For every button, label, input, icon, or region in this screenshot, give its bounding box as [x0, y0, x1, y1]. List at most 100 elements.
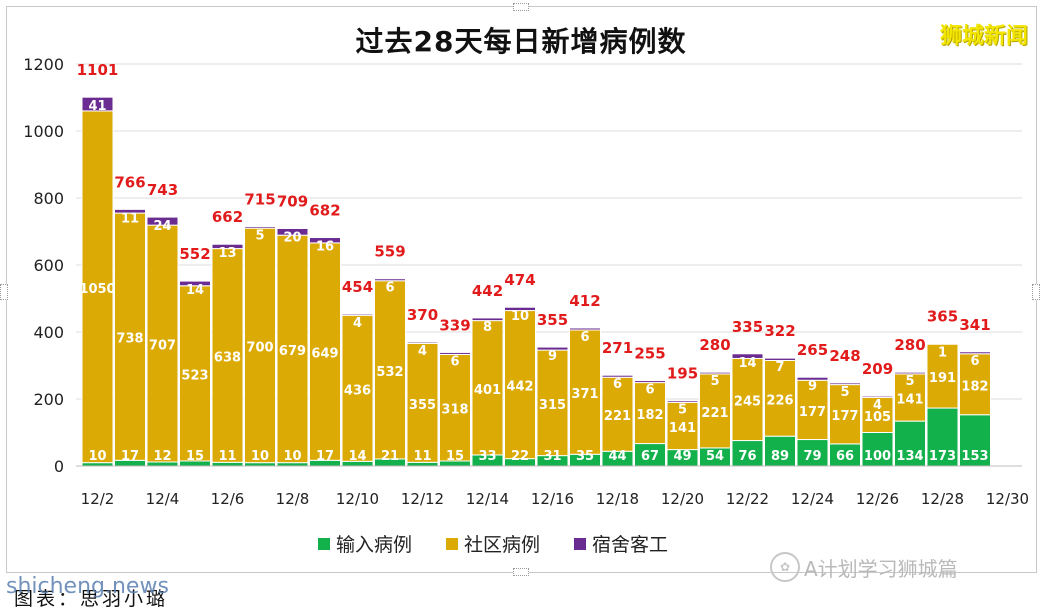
data-label-community: 177 — [831, 409, 858, 424]
data-label-total: 248 — [829, 347, 860, 365]
data-label-dormitory: 9 — [808, 379, 817, 394]
data-label-dormitory: 4 — [353, 316, 362, 331]
data-label-community: 442 — [506, 380, 533, 395]
data-label-dormitory: 14 — [186, 283, 204, 298]
data-label-community: 177 — [799, 405, 826, 420]
resize-handle-bottom[interactable] — [513, 568, 529, 576]
data-label-dormitory: 13 — [218, 246, 236, 261]
bar-segment-imported — [926, 407, 959, 467]
data-label-imported: 49 — [673, 449, 691, 464]
legend-swatch-imported — [318, 537, 330, 550]
wechat-watermark-text: A计划学习狮城篇 — [804, 556, 958, 581]
resize-handle-top[interactable] — [513, 3, 529, 11]
bar-segment-dormitory — [276, 227, 309, 236]
data-label-total: 365 — [927, 308, 958, 326]
data-label-total: 743 — [147, 181, 178, 199]
data-label-dormitory: 24 — [153, 219, 171, 234]
data-label-total: 766 — [114, 173, 145, 191]
brand-logo-text: 狮城新闻 — [939, 24, 1028, 49]
bar-segment-community — [114, 212, 146, 461]
legend-swatch-community — [446, 537, 459, 550]
bar-segment-community — [341, 314, 374, 462]
bar-segment-dormitory — [861, 395, 894, 398]
x-tick-label: 12/14 — [466, 490, 509, 508]
data-label-imported: 67 — [641, 449, 659, 464]
data-label-imported: 66 — [836, 449, 854, 464]
data-label-community: 245 — [734, 395, 761, 410]
bar-segment-community — [796, 379, 829, 441]
site-watermark: shicheng.news — [6, 574, 169, 599]
data-label-total: 709 — [277, 192, 308, 210]
data-label-community: 1050 — [79, 282, 115, 297]
data-label-dormitory: 5 — [255, 228, 264, 243]
bar-segment-community — [569, 329, 601, 455]
bar-segment-community — [861, 396, 894, 434]
bar-segment-community — [406, 342, 439, 463]
data-label-total: 280 — [894, 336, 925, 354]
data-label-community: 105 — [864, 410, 891, 425]
bar-segment-dormitory — [959, 351, 991, 355]
data-label-community: 679 — [279, 344, 306, 359]
data-label-total: 412 — [569, 292, 600, 310]
data-label-total: 715 — [244, 190, 275, 208]
resize-handle-left[interactable] — [0, 284, 8, 300]
bar-segment-dormitory — [341, 313, 374, 316]
data-label-imported: 10 — [88, 449, 106, 464]
data-label-total: 335 — [732, 318, 763, 336]
data-label-dormitory: 5 — [840, 385, 849, 400]
data-label-dormitory: 4 — [873, 398, 882, 413]
data-label-dormitory: 5 — [905, 374, 914, 389]
bar-segment-dormitory — [114, 208, 146, 214]
x-tick-label: 12/6 — [211, 490, 245, 508]
chart-title: 过去28天每日新增病例数 — [355, 25, 687, 58]
y-tick-label: 600 — [33, 256, 64, 275]
x-tick-label: 12/8 — [276, 490, 310, 508]
data-label-community: 738 — [116, 332, 143, 347]
data-label-total: 339 — [439, 316, 470, 334]
data-label-community: 182 — [961, 379, 988, 394]
bar-segment-dormitory — [926, 343, 959, 345]
data-label-dormitory: 9 — [548, 349, 557, 364]
bar-segment-community — [731, 357, 764, 442]
y-tick-label: 1200 — [23, 55, 64, 74]
data-label-community: 371 — [571, 387, 598, 402]
resize-handle-right[interactable] — [1032, 284, 1040, 300]
bar-segment-community — [699, 373, 731, 449]
data-label-imported: 22 — [511, 449, 529, 464]
data-label-total: 255 — [634, 345, 665, 363]
bar-segment-dormitory — [244, 225, 276, 229]
data-label-community: 318 — [441, 403, 468, 418]
data-label-dormitory: 20 — [283, 230, 301, 245]
data-label-dormitory: 6 — [450, 354, 459, 369]
data-label-imported: 54 — [706, 449, 724, 464]
data-label-dormitory: 1 — [938, 346, 947, 361]
data-label-dormitory: 14 — [738, 356, 756, 371]
data-label-dormitory: 6 — [385, 281, 394, 296]
bar-segment-community — [471, 320, 504, 456]
data-label-imported: 79 — [803, 449, 821, 464]
bar-segment-dormitory — [894, 371, 926, 375]
bar-segment-dormitory — [536, 346, 569, 351]
data-label-imported: 100 — [864, 449, 891, 464]
data-label-community: 221 — [604, 409, 631, 424]
data-label-total: 195 — [667, 365, 698, 383]
bar-segment-dormitory — [796, 376, 829, 381]
bar-segment-community — [374, 280, 406, 460]
data-label-community: 226 — [766, 393, 793, 408]
data-label-total: 1101 — [77, 61, 119, 79]
data-label-dormitory: 5 — [710, 374, 719, 389]
data-label-community: 191 — [929, 371, 956, 386]
data-label-total: 662 — [212, 208, 243, 226]
legend-item-dormitory: 宿舍客工 — [574, 530, 668, 557]
data-label-community: 355 — [409, 398, 436, 413]
legend-label-dormitory: 宿舍客工 — [592, 534, 669, 556]
data-label-total: 559 — [374, 243, 405, 261]
bar-segment-dormitory — [569, 327, 601, 331]
data-label-total: 370 — [407, 306, 438, 324]
data-label-dormitory: 5 — [678, 403, 687, 418]
data-label-imported: 44 — [608, 449, 626, 464]
data-label-imported: 153 — [961, 449, 988, 464]
data-label-imported: 11 — [218, 449, 236, 464]
data-label-imported: 31 — [543, 449, 561, 464]
data-label-imported: 17 — [316, 449, 334, 464]
